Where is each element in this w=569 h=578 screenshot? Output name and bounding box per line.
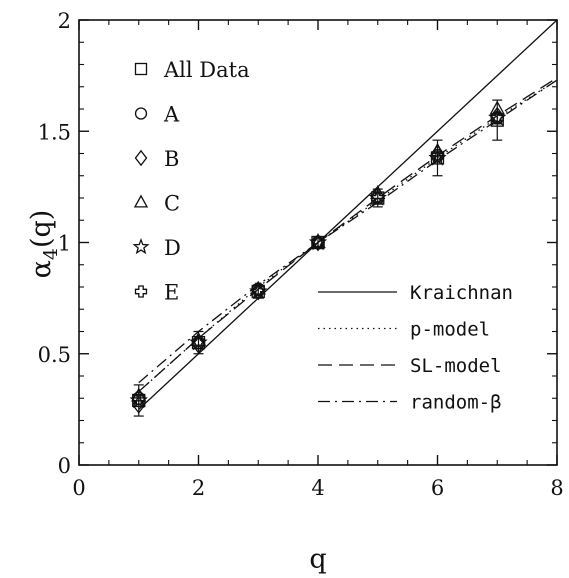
point-cross	[251, 282, 265, 296]
point-cross	[371, 191, 385, 205]
legend-marker-triangle	[133, 194, 149, 208]
x-tick-label: 2	[192, 476, 205, 500]
point-cross	[311, 235, 325, 250]
legend-label: All Data	[163, 58, 250, 82]
legend-label: B	[164, 147, 179, 171]
point-cross	[132, 391, 146, 405]
y-axis-label: α4(q)	[26, 210, 62, 279]
legend-marker-cross	[134, 285, 148, 298]
x-tick-label: 4	[311, 476, 324, 500]
legend-label: E	[164, 281, 179, 305]
legend-label: C	[164, 192, 180, 216]
model-lines	[138, 19, 558, 410]
point-triangle	[370, 185, 386, 200]
line-dotted	[138, 79, 558, 393]
legend-marker-square	[134, 62, 148, 76]
x-axis-label: q	[309, 544, 326, 575]
x-tick-label: 6	[431, 476, 444, 500]
line-solid	[138, 19, 558, 410]
line-legend: Kraichnan p-model SL-model random-β	[318, 282, 513, 414]
y-axis-ticks: 0 0.5 1 1.5 2	[38, 9, 557, 478]
legend-line-label: p-model	[410, 319, 490, 341]
data-points	[129, 99, 507, 417]
point-triangle	[489, 100, 505, 115]
legend-label: A	[163, 103, 180, 127]
point-cross	[490, 111, 504, 125]
legend-line-label: random-β	[410, 392, 502, 414]
point-cross	[191, 335, 206, 350]
legend-line-label: Kraichnan	[410, 282, 513, 304]
y-tick-label: 2	[58, 9, 71, 33]
legend-line-label: SL-model	[410, 355, 502, 377]
y-tick-label: 1	[58, 232, 71, 256]
line-dashed	[138, 77, 558, 393]
y-axis-label-tail: (q)	[26, 210, 57, 248]
y-tick-label: 0.5	[38, 343, 71, 367]
legend-marker-diamond	[134, 149, 148, 167]
y-tick-label: 1.5	[38, 120, 71, 144]
legend-marker-circle	[134, 107, 148, 120]
x-axis-ticks: 0 2 4 6 8	[72, 20, 564, 500]
point-triangle	[131, 387, 147, 402]
y-axis-label-main: α	[26, 260, 57, 278]
point-triangle	[310, 233, 326, 248]
legend-marker-star	[132, 238, 150, 255]
svg-text:α4(q): α4(q)	[26, 210, 62, 279]
legend-label: D	[164, 236, 181, 260]
line-dashdot	[138, 79, 558, 384]
y-tick-label: 0	[58, 454, 71, 478]
point-triangle	[429, 142, 446, 157]
x-tick-label: 8	[550, 476, 563, 500]
y-axis-label-sub: 4	[40, 248, 62, 260]
point-cross	[430, 149, 445, 163]
x-tick-label: 0	[72, 476, 85, 500]
